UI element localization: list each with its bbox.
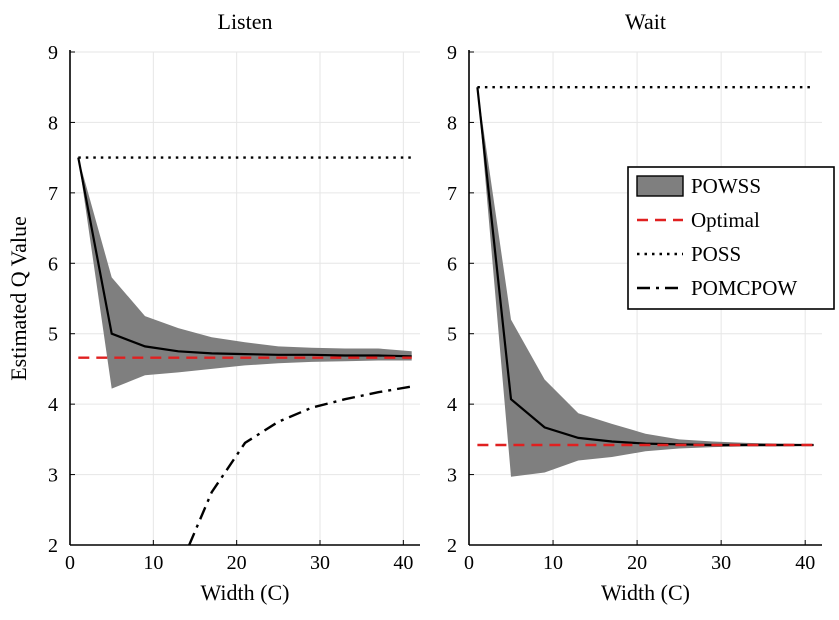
y-tick-label: 3 <box>48 465 58 487</box>
y-tick-label: 8 <box>447 112 457 134</box>
x-tick-label: 10 <box>143 552 163 574</box>
legend-label-powss: POWSS <box>691 174 761 198</box>
y-tick-label: 8 <box>48 112 58 134</box>
x-tick-label: 10 <box>543 552 563 574</box>
x-tick-label: 30 <box>310 552 330 574</box>
y-tick-label: 6 <box>48 253 58 275</box>
chart-panel-1: 0 10 20 30 40 2 3 4 5 6 7 8 9 Wait Width (C) POWSS Optim… <box>447 9 835 605</box>
chart-title: Listen <box>218 9 273 34</box>
y-tick-label: 4 <box>48 394 58 416</box>
y-tick-label: 5 <box>48 324 58 346</box>
confidence-band-powss <box>477 87 814 477</box>
x-tick-label: 20 <box>227 552 247 574</box>
y-tick-label: 3 <box>447 465 457 487</box>
confidence-band-powss <box>78 157 412 389</box>
plot-area <box>77 156 412 545</box>
series-line-powss <box>77 157 412 358</box>
series-line-pomcpow <box>188 385 412 545</box>
legend-label-pomcpow: POMCPOW <box>691 276 797 300</box>
x-tick-label: 40 <box>795 552 815 574</box>
y-tick-label: 9 <box>48 42 58 64</box>
x-tick-label: 20 <box>627 552 647 574</box>
y-tick-label: 9 <box>447 42 457 64</box>
y-tick-label: 2 <box>447 535 457 557</box>
legend: POWSS Optimal POSS POMCPOW <box>627 166 835 310</box>
y-axis-label: Estimated Q Value <box>6 216 31 381</box>
y-tick-label: 5 <box>447 324 457 346</box>
y-tick-label: 7 <box>447 183 457 205</box>
legend-label-poss: POSS <box>691 242 741 266</box>
x-tick-label: 40 <box>393 552 413 574</box>
y-tick-label: 2 <box>48 535 58 557</box>
chart-panel-0: 0 10 20 30 40 2 3 4 5 6 7 8 9 Listen Width (C) Estimate… <box>6 9 420 605</box>
x-tick-label: 30 <box>711 552 731 574</box>
legend-swatch-powss <box>636 175 684 197</box>
x-tick-label: 0 <box>464 552 474 574</box>
y-tick-label: 4 <box>447 394 457 416</box>
y-tick-label: 7 <box>48 183 58 205</box>
y-tick-label: 6 <box>447 253 457 275</box>
chart-title: Wait <box>625 9 666 34</box>
x-axis-label: Width (C) <box>201 580 290 605</box>
legend-label-optimal: Optimal <box>691 208 760 232</box>
plot-area <box>476 85 814 477</box>
x-tick-label: 0 <box>65 552 75 574</box>
x-axis-label: Width (C) <box>601 580 690 605</box>
